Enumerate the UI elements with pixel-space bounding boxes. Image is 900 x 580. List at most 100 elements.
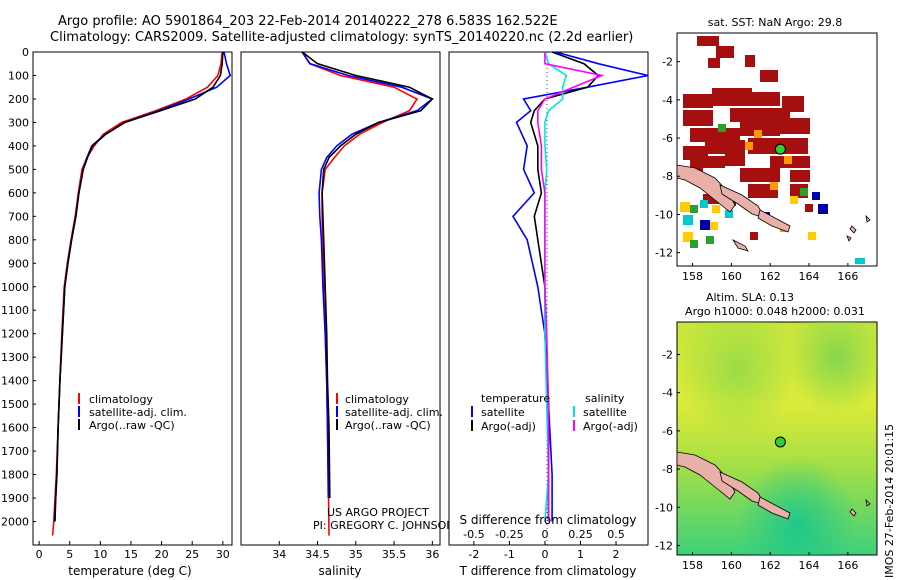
island-shape	[849, 225, 857, 234]
sst-map-x-ticks: 158 160 162 164 166	[682, 263, 858, 283]
x-tick-label: 0	[36, 548, 43, 561]
float-location-marker	[774, 436, 786, 448]
sst-cell	[812, 192, 820, 200]
map-x-tick-label: 160	[721, 270, 742, 283]
project-label: US ARGO PROJECT	[327, 506, 429, 519]
legend-climatology: climatology	[345, 393, 409, 406]
island-shape	[757, 209, 791, 233]
sla-map-y-ticks: -2 -4 -6 -8 -10 -12	[655, 348, 680, 552]
sst-cell	[725, 210, 733, 218]
depth-tick-label: 1400	[1, 375, 29, 388]
sst-cell	[718, 124, 726, 132]
x-tick-label: 35.5	[382, 548, 407, 561]
depth-tick-label: 600	[8, 187, 29, 200]
map-y-tick-label: -8	[662, 170, 673, 183]
x-tick-label: 2	[613, 548, 620, 561]
map-x-tick-label: 166	[837, 270, 858, 283]
sst-map: sat. SST: NaN Argo: 29.8 158 160 162 164 166…	[655, 16, 878, 283]
depth-tick-label: 1000	[1, 281, 29, 294]
island-shape	[757, 496, 791, 520]
series-salinity-satellite	[544, 51, 568, 522]
map-x-tick-label: 160	[721, 559, 742, 572]
sst-cell	[790, 196, 798, 204]
x-tick-label: -1	[504, 548, 515, 561]
depth-tick-label: 1800	[1, 469, 29, 482]
sst-cell	[805, 204, 813, 212]
map-y-tick-label: -8	[662, 463, 673, 476]
salinity-diff-x-ticks: -0.5 -0.25 0 0.25 0.5	[463, 528, 625, 541]
difference-legend: temperature salinity satellite Argo(-adj…	[471, 392, 638, 433]
temperature-x-ticks: 0 5 10 15 20 25 30	[36, 541, 230, 561]
map-x-tick-label: 164	[799, 270, 820, 283]
sst-cell	[725, 154, 745, 166]
sst-cell	[690, 205, 698, 213]
legend-climatology: climatology	[89, 393, 153, 406]
sst-cell	[712, 205, 720, 213]
x-tick-label: 1	[577, 548, 584, 561]
salinity-x-ticks: 34 34.5 35 35.5 36	[272, 541, 439, 561]
s-diff-tick-label: 0	[541, 528, 548, 541]
sst-cell	[754, 130, 762, 138]
depth-tick-label: 900	[8, 257, 29, 270]
sst-cell	[745, 55, 755, 67]
sla-map-x-ticks: 158 160 162 164 166	[682, 552, 858, 572]
map-y-tick-label: -10	[655, 501, 673, 514]
depth-tick-label: 700	[8, 210, 29, 223]
salinity-xlabel: salinity	[318, 564, 361, 578]
sst-cell	[750, 232, 758, 240]
depth-tick-label: 300	[8, 116, 29, 129]
map-x-tick-label: 162	[760, 559, 781, 572]
salinity-series	[301, 51, 434, 536]
depth-tick-labels: 0 100 200 300 400 500 600 700 800 900 1000 1100 1200…	[1, 46, 452, 529]
x-tick-label: 35	[349, 548, 363, 561]
island-shape	[846, 235, 852, 242]
island-shape	[676, 451, 736, 500]
sst-map-title: sat. SST: NaN Argo: 29.8	[708, 16, 842, 29]
sst-cell	[708, 58, 720, 68]
depth-tick-label: 1300	[1, 351, 29, 364]
legend-t-argo: Argo(-adj)	[481, 420, 536, 433]
plot-title-line2: Climatology: CARS2009. Satellite-adjuste…	[50, 30, 634, 45]
depth-tick-label: 0	[22, 46, 29, 59]
pi-label: PI: GREGORY C. JOHNSON	[313, 519, 454, 532]
sst-cell	[780, 118, 810, 134]
legend-argo: Argo(..raw -QC)	[89, 419, 175, 432]
sst-cell	[706, 236, 714, 244]
legend-t-satellite: satellite	[481, 406, 525, 419]
x-tick-label: 34	[272, 548, 286, 561]
temperature-axes-frame	[32, 51, 233, 546]
temperature-series	[51, 51, 232, 536]
map-x-tick-label: 158	[682, 559, 703, 572]
depth-tick-label: 1700	[1, 445, 29, 458]
sst-cell	[690, 156, 725, 168]
island-shape	[849, 508, 857, 517]
map-y-tick-label: -10	[655, 208, 673, 221]
x-tick-label: 5	[66, 548, 73, 561]
s-diff-tick-label: -0.5	[463, 528, 484, 541]
series-argo-raw-qc-	[301, 51, 434, 499]
x-tick-label: 10	[93, 548, 107, 561]
temperature-panel: 0100200300400500600700800900100011001200…	[1, 46, 452, 578]
x-tick-label: 25	[185, 548, 199, 561]
sst-cell	[730, 108, 790, 122]
depth-tick-label: 500	[8, 163, 29, 176]
sst-cell	[790, 170, 810, 182]
legend-s-satellite: satellite	[583, 406, 627, 419]
legend-s-argo: Argo(-adj)	[583, 420, 638, 433]
sst-cell	[683, 94, 713, 108]
depth-tick-label: 1200	[1, 328, 29, 341]
salinity-legend: climatology satellite-adj. clim. Argo(..…	[336, 393, 443, 432]
s-difference-label: S difference from climatology	[460, 513, 637, 527]
series-argo-raw-qc-	[54, 51, 224, 522]
map-x-tick-label: 164	[799, 559, 820, 572]
sst-cell	[683, 232, 693, 242]
sst-cell	[700, 200, 708, 208]
map-y-tick-label: -12	[655, 539, 673, 552]
x-tick-label: -2	[468, 548, 479, 561]
sla-map-subtitle: Argo h1000: 0.048 h2000: 0.031	[685, 305, 865, 318]
sst-cell	[760, 70, 778, 82]
sst-cell	[712, 88, 752, 106]
x-tick-label: 0	[541, 548, 548, 561]
map-x-tick-label: 162	[760, 270, 781, 283]
sst-cell	[680, 202, 690, 212]
